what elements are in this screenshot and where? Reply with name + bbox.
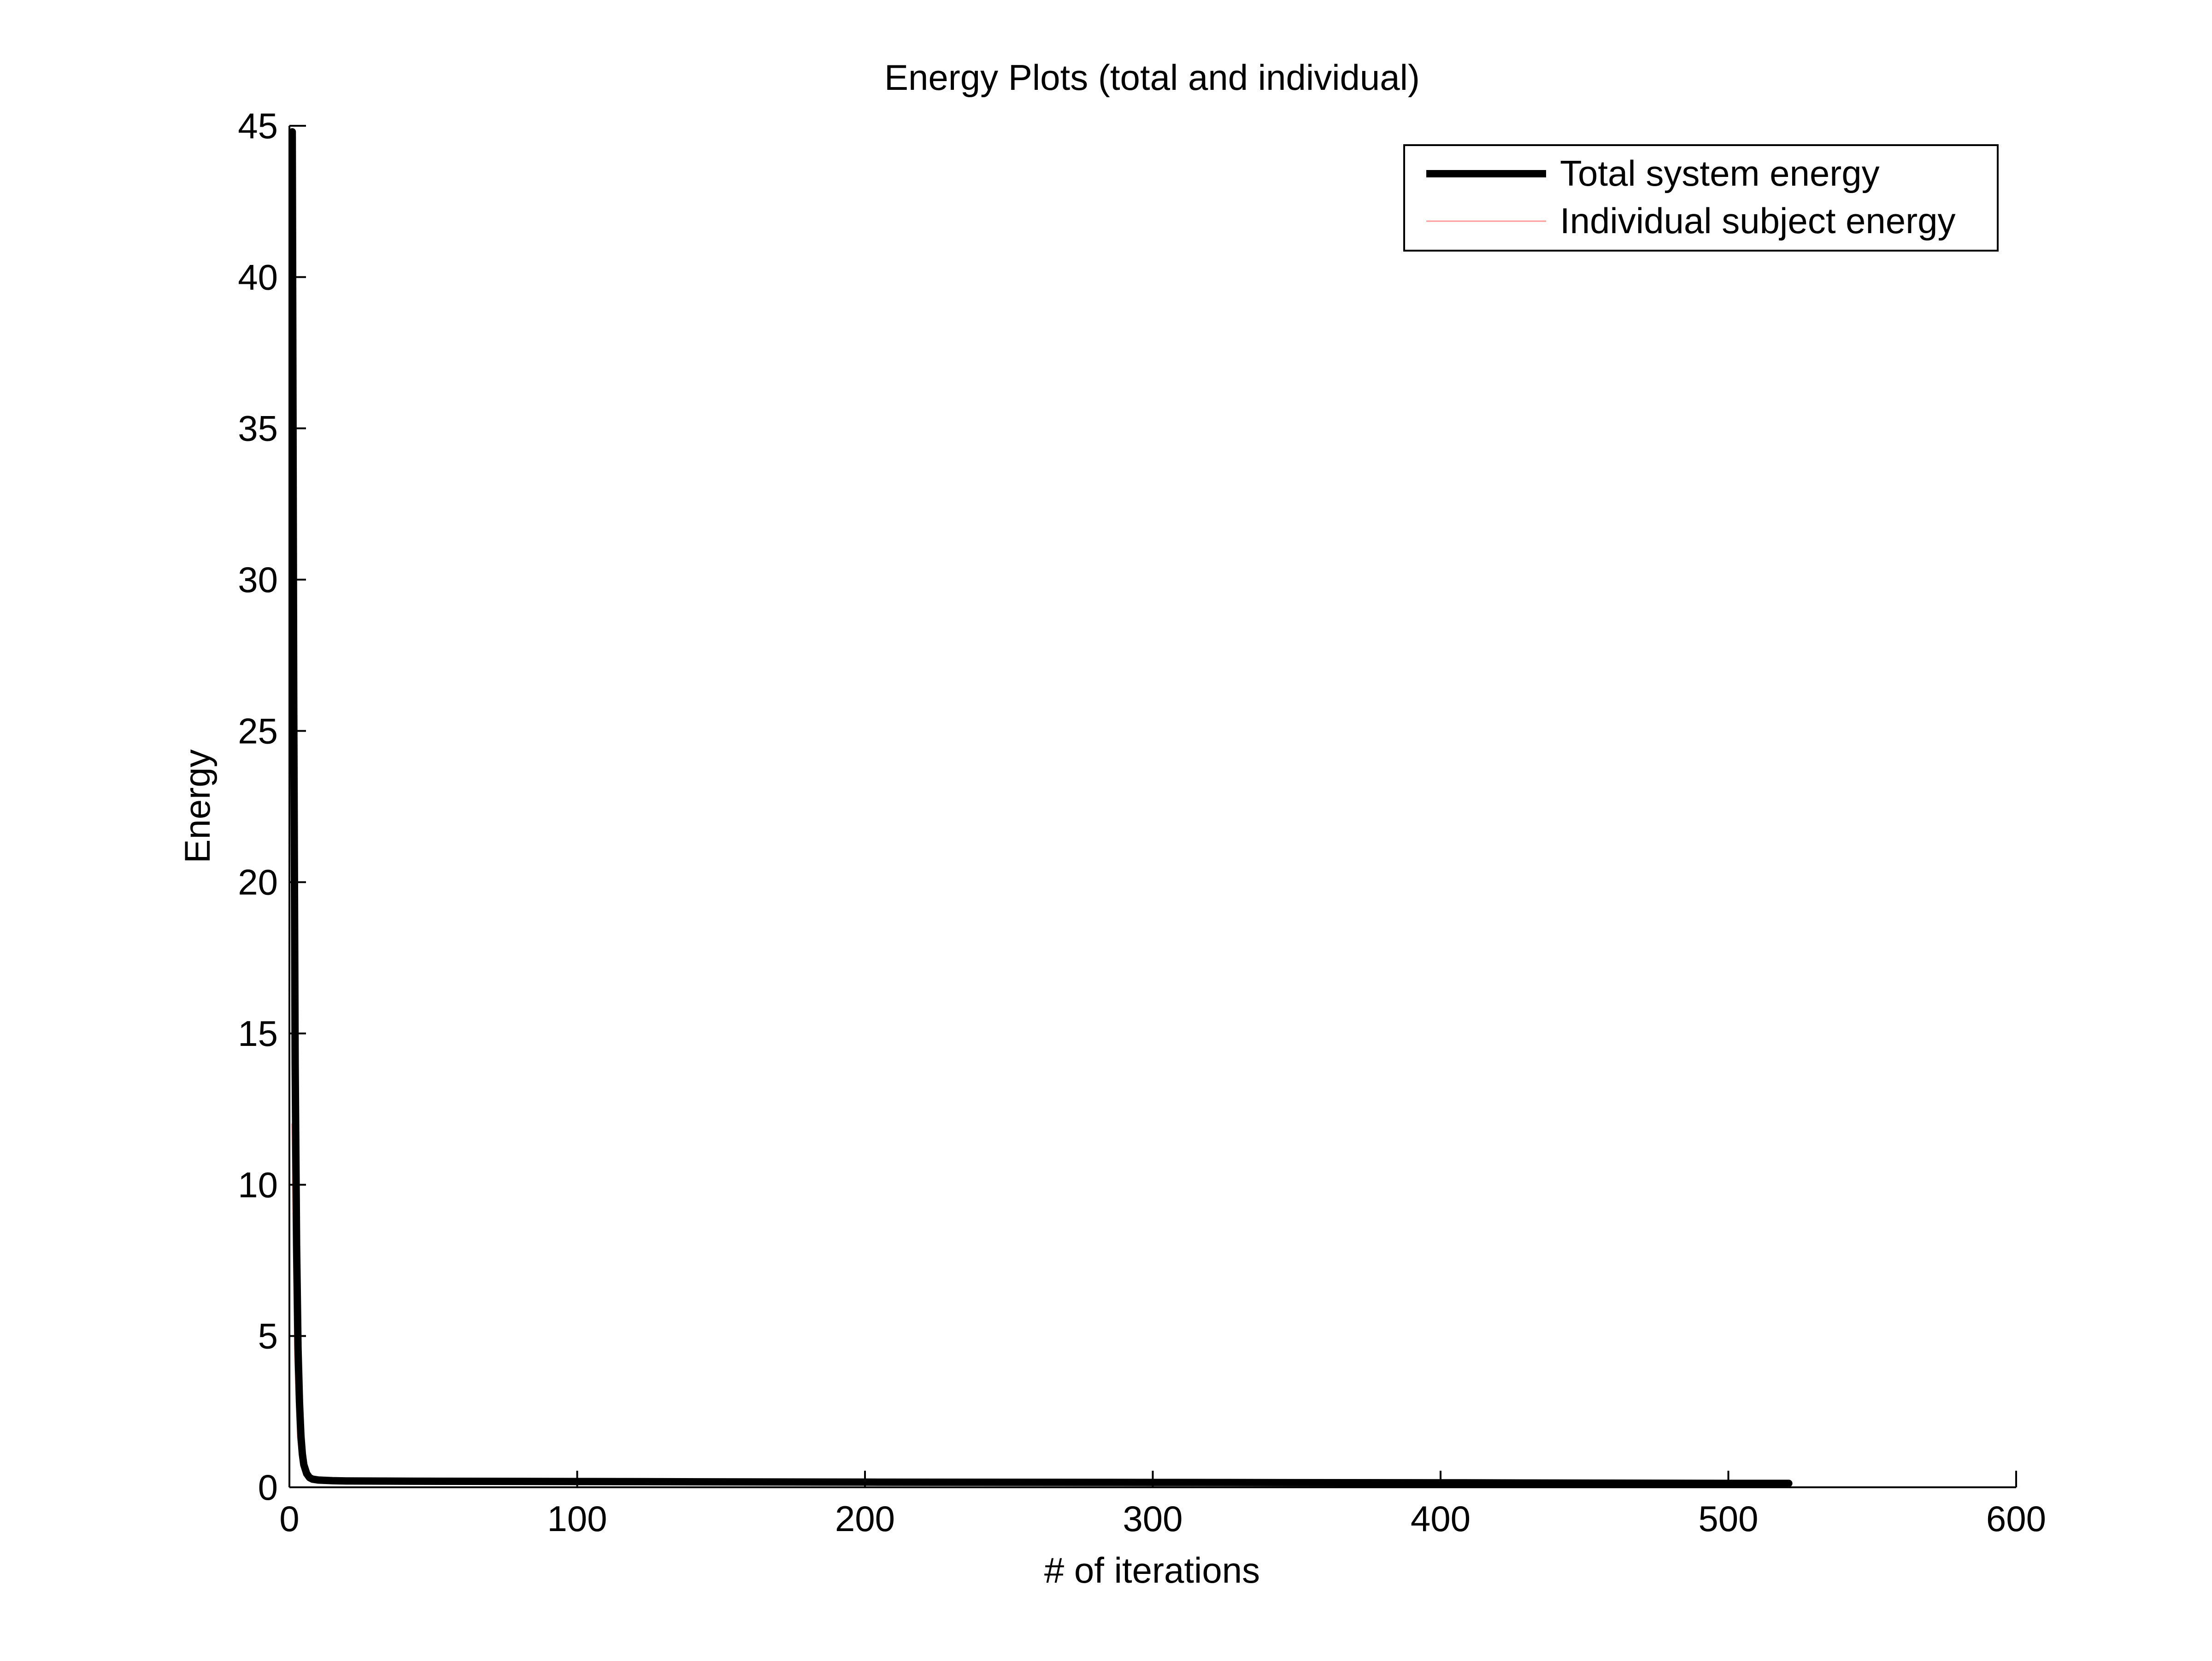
- y-axis-label: Energy: [177, 749, 218, 863]
- x-tick-label: 400: [1411, 1498, 1471, 1539]
- y-tick-label: 20: [238, 862, 278, 903]
- y-tick-label: 25: [238, 710, 278, 751]
- x-tick-label: 300: [1123, 1498, 1182, 1539]
- plot-area: [288, 128, 1793, 1487]
- x-tick-label: 0: [279, 1498, 299, 1539]
- y-ticks: 0 5 10 15 20 25 30 35 40 45: [238, 106, 306, 1508]
- y-tick-label: 15: [238, 1013, 278, 1054]
- x-ticks: 0 100 200 300 400 500 600: [279, 1471, 2046, 1539]
- x-tick-label: 200: [835, 1498, 895, 1539]
- legend-box: [1403, 144, 1999, 252]
- y-tick-label: 40: [238, 257, 278, 297]
- y-tick-label: 5: [258, 1316, 278, 1356]
- x-tick-label: 600: [1986, 1498, 2046, 1539]
- y-tick-label: 0: [258, 1467, 278, 1508]
- x-tick-label: 100: [547, 1498, 607, 1539]
- y-tick-label: 10: [238, 1164, 278, 1205]
- y-tick-label: 35: [238, 408, 278, 449]
- legend-label-individual-subject-energy: Individual subject energy: [1560, 200, 1956, 241]
- y-tick-label: 45: [238, 106, 278, 146]
- x-axis-label: # of iterations: [1044, 1550, 1260, 1591]
- y-tick-label: 30: [238, 559, 278, 600]
- chart-title: Energy Plots (total and individual): [884, 57, 1420, 98]
- series-line-total-system-energy: [288, 128, 1793, 1487]
- legend-label-total-system-energy: Total system energy: [1560, 153, 1880, 194]
- legend: Total system energy Individual subject e…: [1403, 144, 1999, 252]
- x-tick-label: 500: [1698, 1498, 1758, 1539]
